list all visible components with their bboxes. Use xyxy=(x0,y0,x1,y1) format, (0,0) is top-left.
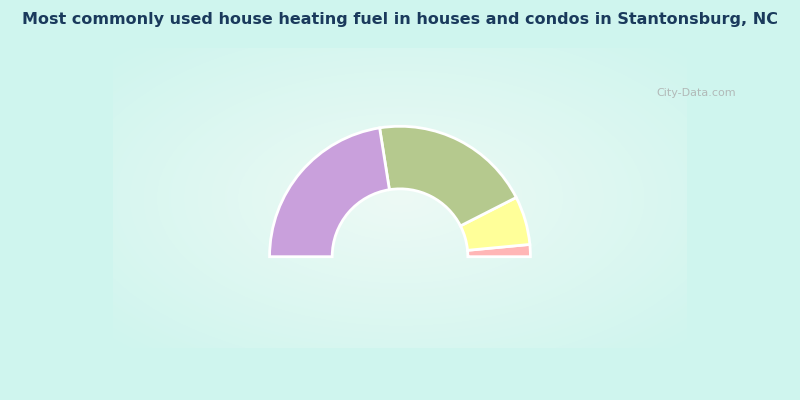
Text: City-Data.com: City-Data.com xyxy=(656,88,736,98)
Wedge shape xyxy=(461,198,530,250)
Wedge shape xyxy=(270,128,390,257)
Wedge shape xyxy=(379,126,516,226)
Wedge shape xyxy=(467,244,530,257)
Text: Most commonly used house heating fuel in houses and condos in Stantonsburg, NC: Most commonly used house heating fuel in… xyxy=(22,12,778,27)
